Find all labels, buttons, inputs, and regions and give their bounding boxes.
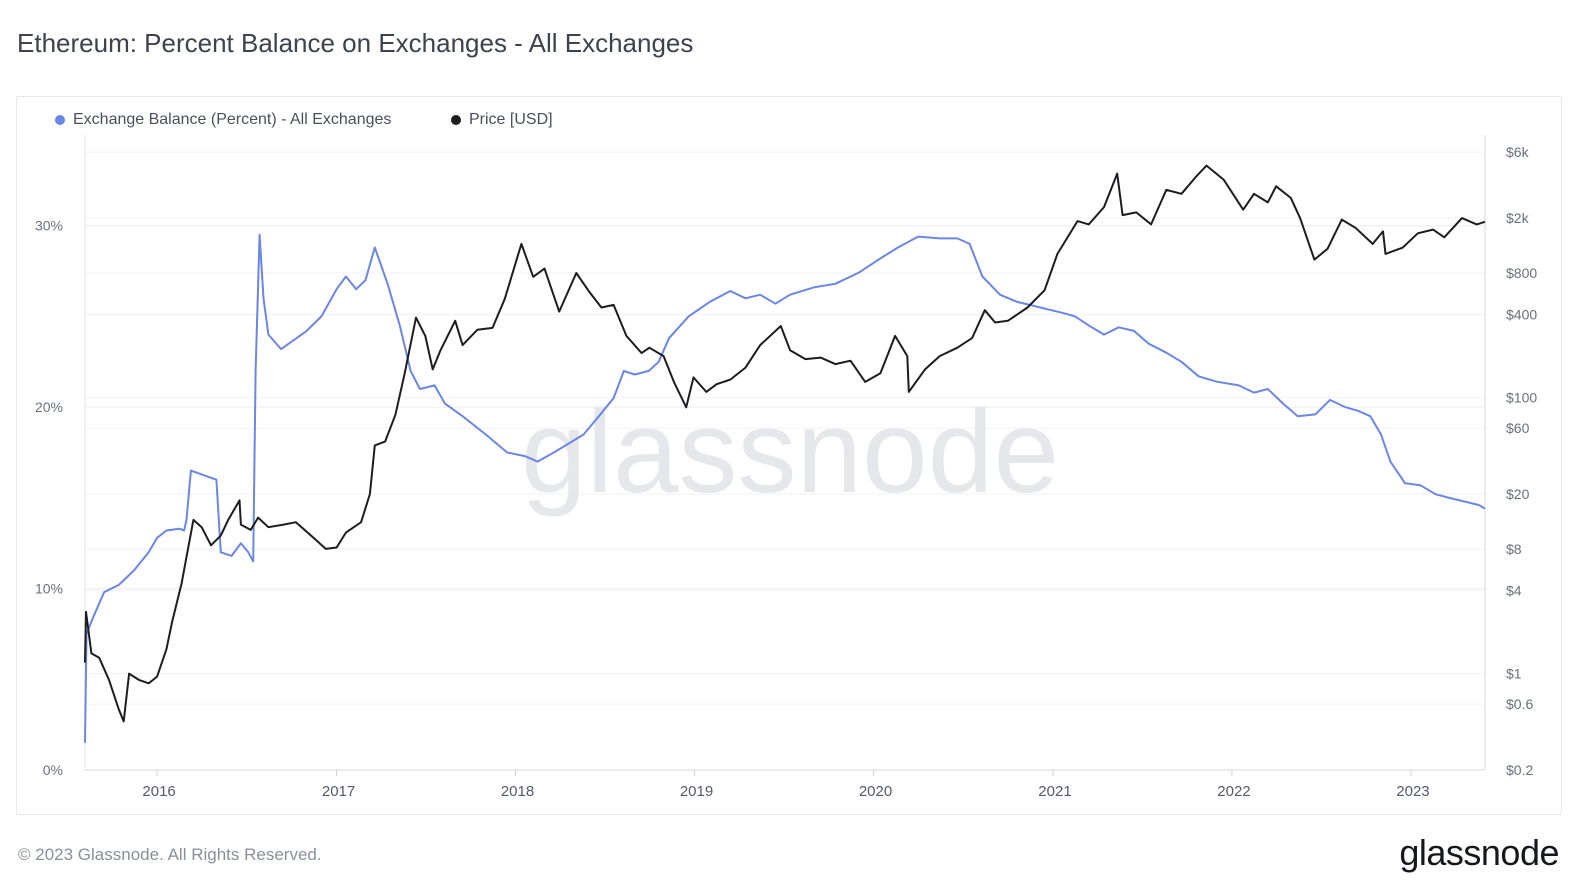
watermark: glassnode bbox=[521, 386, 1059, 518]
left-tick-label: 10% bbox=[35, 581, 63, 597]
brand-logo[interactable]: glassnode bbox=[1399, 832, 1559, 873]
x-tick-label: 2016 bbox=[142, 783, 175, 800]
right-tick-label: $400 bbox=[1506, 307, 1537, 323]
price-legend-dot-icon bbox=[451, 115, 461, 125]
copyright-text: © 2023 Glassnode. All Rights Reserved. bbox=[18, 845, 322, 864]
right-tick-label: $6k bbox=[1506, 144, 1530, 160]
left-tick-label: 20% bbox=[35, 399, 63, 415]
right-tick-label: $0.2 bbox=[1506, 762, 1533, 778]
chart-frame bbox=[16, 96, 1562, 815]
right-tick-label: $2k bbox=[1506, 210, 1530, 226]
left-axis-ticks: 0% 10% 20% 30% bbox=[35, 218, 63, 778]
x-tick-label: 2019 bbox=[680, 783, 713, 800]
right-tick-label: $8 bbox=[1506, 541, 1522, 557]
x-tick-label: 2022 bbox=[1217, 783, 1250, 800]
legend-label-balance: Exchange Balance (Percent) - All Exchang… bbox=[73, 111, 392, 128]
chart-title: Ethereum: Percent Balance on Exchanges -… bbox=[17, 28, 694, 58]
x-tick-label: 2023 bbox=[1396, 783, 1429, 800]
x-tick-label: 2018 bbox=[501, 783, 534, 800]
right-tick-label: $100 bbox=[1506, 390, 1537, 406]
left-tick-label: 30% bbox=[35, 218, 63, 234]
right-tick-label: $800 bbox=[1506, 265, 1537, 281]
x-tick-label: 2017 bbox=[322, 783, 355, 800]
x-tick-label: 2021 bbox=[1038, 783, 1071, 800]
legend-label-price: Price [USD] bbox=[469, 111, 553, 128]
balance-legend-dot-icon bbox=[55, 115, 65, 125]
right-tick-label: $4 bbox=[1506, 582, 1522, 598]
left-tick-label: 0% bbox=[43, 762, 63, 778]
series-line-price bbox=[84, 164, 1486, 723]
right-tick-label: $20 bbox=[1506, 486, 1530, 502]
x-tick-label: 2020 bbox=[859, 783, 892, 800]
right-tick-label: $1 bbox=[1506, 666, 1522, 682]
legend-item-price[interactable]: Price [USD] bbox=[451, 111, 553, 129]
series-line-balance bbox=[84, 233, 1486, 743]
right-tick-label: $0.6 bbox=[1506, 696, 1533, 712]
gridlines bbox=[85, 151, 1485, 771]
legend-item-balance[interactable]: Exchange Balance (Percent) - All Exchang… bbox=[55, 111, 391, 129]
right-tick-label: $60 bbox=[1506, 420, 1530, 436]
right-axis-ticks: $6k $2k $800 $400 $100 $60 $20 $8 $4 $1 $0.6 $0.2 bbox=[1506, 144, 1537, 778]
x-axis-ticks: 2016 2017 2018 2019 2020 2021 2022 2023 bbox=[142, 770, 1430, 800]
